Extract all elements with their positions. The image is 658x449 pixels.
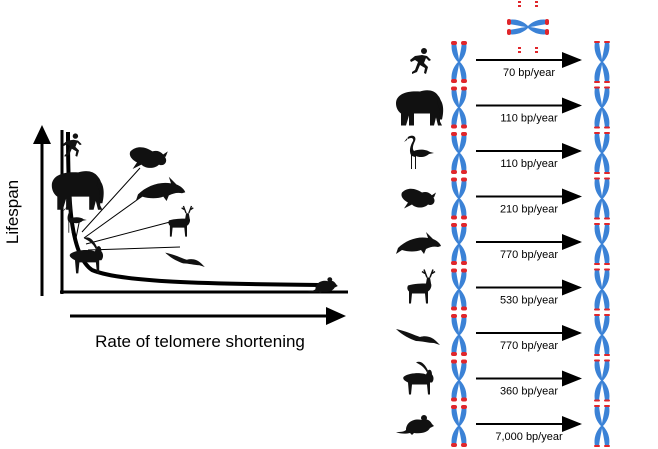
chromosome-end-icon [594, 41, 610, 83]
plot-dolphin-icon [135, 176, 186, 201]
deer-icon [406, 268, 436, 305]
telomere-rows: 70 bp/year 110 bp/year 110 bp/year 210 bp/y… [396, 41, 610, 447]
chromosome-end-icon [594, 359, 610, 402]
chromosome-start-icon [451, 405, 467, 447]
chromosome-end-icon [594, 132, 610, 174]
chromosome-start-icon [451, 223, 467, 265]
chromosome-start-icon [451, 268, 467, 311]
chromosome-start-icon [451, 177, 467, 220]
mouse-icon [396, 415, 434, 435]
chromosome-start-icon [451, 41, 467, 83]
telomere-row-goat: 360 bp/year [403, 359, 610, 402]
chromosome-end-icon [594, 405, 610, 447]
goat-icon [403, 361, 434, 395]
lifespan-plot: Lifespan Rate of telomere shortening [3, 125, 348, 351]
y-axis-label: Lifespan [3, 180, 22, 244]
shortening-rate-label: 770 bp/year [500, 340, 558, 352]
plot-deer-icon [167, 205, 194, 238]
shortening-rate-label: 110 bp/year [500, 113, 558, 125]
chromosome-end-icon [594, 177, 610, 220]
horizontal-chromosome-icon [507, 1, 549, 53]
chromosome-end-icon [594, 86, 610, 129]
telomere-row-mouse: 7,000 bp/year [396, 405, 610, 447]
runner-icon [410, 48, 431, 74]
y-axis-arrowhead [33, 125, 51, 144]
telomere-row-human: 70 bp/year [410, 41, 610, 83]
chromosome-end-icon [594, 314, 610, 356]
telomere-row-reindeer: 530 bp/year [406, 268, 610, 311]
chromosome-end-icon [594, 223, 610, 265]
plot-elephant-icon [51, 171, 104, 210]
plot-vulture-icon [129, 147, 168, 169]
shortening-rate-label: 210 bp/year [500, 204, 558, 216]
chromosome-end-icon [594, 268, 610, 311]
chromosome-start-icon [451, 132, 467, 174]
vulture-icon [401, 188, 436, 209]
telomere-row-flamingo: 110 bp/year [404, 132, 610, 174]
telomere-row-elephant: 110 bp/year [396, 86, 610, 129]
shortening-rate-label: 530 bp/year [500, 295, 558, 307]
telomere-row-dolphin: 770 bp/year [396, 223, 610, 265]
x-axis-arrowhead [326, 307, 346, 325]
shortening-rate-label: 70 bp/year [503, 67, 555, 79]
chromosome-start-icon [451, 359, 467, 402]
shortening-rate-label: 360 bp/year [500, 386, 558, 398]
elephant-icon [396, 90, 444, 126]
x-axis-label: Rate of telomere shortening [95, 332, 305, 351]
telomere-row-vulture: 210 bp/year [401, 177, 610, 220]
dolphin-icon [396, 232, 441, 254]
shortening-rate-label: 770 bp/year [500, 249, 558, 261]
seabird-icon [396, 329, 440, 345]
flamingo-icon [404, 135, 434, 169]
chromosome-start-icon [451, 86, 467, 129]
chromosome-start-icon [451, 314, 467, 356]
plot-runner-icon [62, 133, 82, 157]
shortening-rate-label: 7,000 bp/year [495, 431, 563, 443]
shortening-rate-label: 110 bp/year [500, 158, 558, 170]
plot-seabird-icon [165, 252, 205, 267]
telomere-row-shearwater: 770 bp/year [396, 314, 610, 356]
